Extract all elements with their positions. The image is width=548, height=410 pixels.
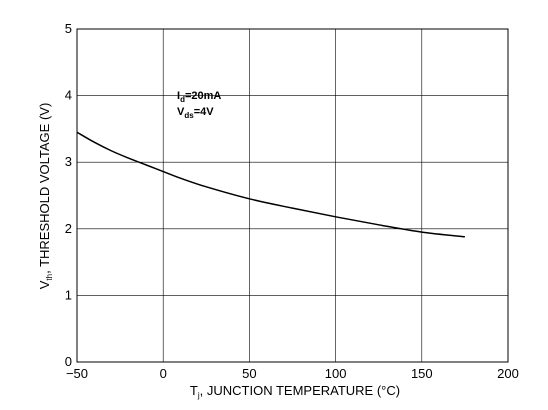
x-tick-label: 150 bbox=[411, 366, 433, 381]
y-tick-label: 4 bbox=[65, 88, 72, 103]
plot-frame bbox=[76, 28, 509, 363]
y-axis-label: Vth, THRESHOLD VOLTAGE (V) bbox=[37, 103, 54, 290]
y-tick-label: 1 bbox=[65, 287, 72, 302]
x-tick-label: 0 bbox=[160, 366, 167, 381]
y-tick-label: 5 bbox=[65, 21, 72, 36]
x-tick-label: 200 bbox=[497, 366, 519, 381]
y-tick-label: 3 bbox=[65, 154, 72, 169]
threshold-voltage-curve bbox=[76, 131, 465, 238]
y-tick-label: 2 bbox=[65, 221, 72, 236]
grid-lines bbox=[76, 28, 509, 363]
y-tick-labels: 0 1 2 3 4 5 bbox=[65, 21, 72, 369]
x-tick-label: −50 bbox=[66, 366, 88, 381]
x-tick-label: 50 bbox=[242, 366, 256, 381]
annotation-drain-source-voltage: Vds=4V bbox=[177, 106, 214, 120]
y-tick-label: 0 bbox=[65, 354, 72, 369]
x-axis-label: Tj, JUNCTION TEMPERATURE (°C) bbox=[190, 383, 400, 400]
x-tick-label: 100 bbox=[325, 366, 347, 381]
x-tick-labels: −50 0 50 100 150 200 bbox=[66, 366, 519, 381]
annotation-drain-current: Id=20mA bbox=[177, 90, 221, 104]
